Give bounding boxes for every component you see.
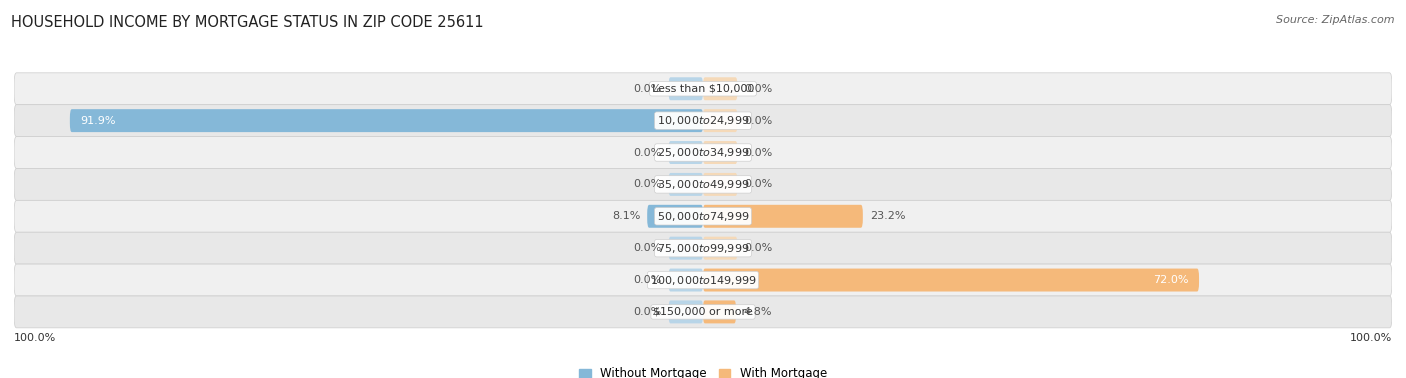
FancyBboxPatch shape (669, 173, 703, 196)
FancyBboxPatch shape (703, 268, 1199, 291)
Text: 0.0%: 0.0% (744, 180, 772, 189)
Text: Source: ZipAtlas.com: Source: ZipAtlas.com (1277, 15, 1395, 25)
Text: 0.0%: 0.0% (634, 180, 662, 189)
FancyBboxPatch shape (703, 77, 738, 100)
FancyBboxPatch shape (647, 205, 703, 228)
Text: HOUSEHOLD INCOME BY MORTGAGE STATUS IN ZIP CODE 25611: HOUSEHOLD INCOME BY MORTGAGE STATUS IN Z… (11, 15, 484, 30)
FancyBboxPatch shape (669, 301, 703, 324)
FancyBboxPatch shape (14, 136, 1392, 169)
Legend: Without Mortgage, With Mortgage: Without Mortgage, With Mortgage (574, 363, 832, 378)
Text: 0.0%: 0.0% (634, 84, 662, 94)
FancyBboxPatch shape (669, 77, 703, 100)
FancyBboxPatch shape (14, 232, 1392, 264)
Text: $50,000 to $74,999: $50,000 to $74,999 (657, 210, 749, 223)
Text: 0.0%: 0.0% (744, 116, 772, 125)
Text: 4.8%: 4.8% (742, 307, 772, 317)
Text: Less than $10,000: Less than $10,000 (652, 84, 754, 94)
FancyBboxPatch shape (14, 105, 1392, 136)
FancyBboxPatch shape (703, 173, 738, 196)
FancyBboxPatch shape (669, 268, 703, 291)
Text: 0.0%: 0.0% (744, 147, 772, 158)
FancyBboxPatch shape (14, 73, 1392, 105)
Text: 0.0%: 0.0% (634, 275, 662, 285)
Text: 23.2%: 23.2% (870, 211, 905, 221)
FancyBboxPatch shape (669, 141, 703, 164)
Text: 91.9%: 91.9% (80, 116, 115, 125)
FancyBboxPatch shape (14, 169, 1392, 200)
FancyBboxPatch shape (14, 296, 1392, 328)
Text: 0.0%: 0.0% (634, 147, 662, 158)
Text: $150,000 or more: $150,000 or more (654, 307, 752, 317)
FancyBboxPatch shape (70, 109, 703, 132)
FancyBboxPatch shape (703, 301, 737, 324)
FancyBboxPatch shape (703, 205, 863, 228)
Text: 8.1%: 8.1% (612, 211, 640, 221)
Text: 0.0%: 0.0% (744, 243, 772, 253)
Text: $100,000 to $149,999: $100,000 to $149,999 (650, 274, 756, 287)
Text: $35,000 to $49,999: $35,000 to $49,999 (657, 178, 749, 191)
FancyBboxPatch shape (14, 264, 1392, 296)
Text: 0.0%: 0.0% (634, 243, 662, 253)
Text: $25,000 to $34,999: $25,000 to $34,999 (657, 146, 749, 159)
Text: 0.0%: 0.0% (634, 307, 662, 317)
Text: $10,000 to $24,999: $10,000 to $24,999 (657, 114, 749, 127)
Text: $75,000 to $99,999: $75,000 to $99,999 (657, 242, 749, 255)
FancyBboxPatch shape (703, 109, 738, 132)
Text: 100.0%: 100.0% (14, 333, 56, 342)
Text: 72.0%: 72.0% (1153, 275, 1188, 285)
FancyBboxPatch shape (669, 237, 703, 260)
FancyBboxPatch shape (703, 141, 738, 164)
Text: 100.0%: 100.0% (1350, 333, 1392, 342)
Text: 0.0%: 0.0% (744, 84, 772, 94)
FancyBboxPatch shape (703, 237, 738, 260)
FancyBboxPatch shape (14, 200, 1392, 232)
